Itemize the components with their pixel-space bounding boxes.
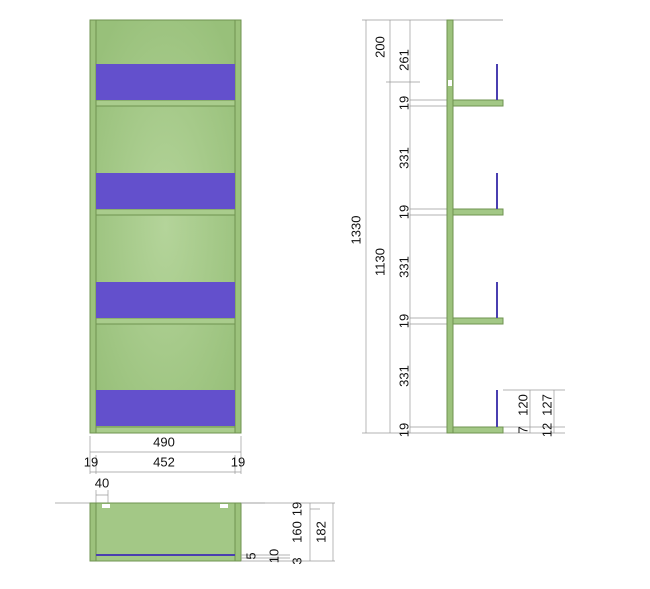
- dimension-label: 40: [95, 475, 109, 490]
- dimension-label: 7: [515, 426, 530, 433]
- dimension-label: 1330: [348, 216, 363, 245]
- dimension-label: 19: [84, 454, 98, 469]
- dimension-label: 10: [266, 549, 281, 563]
- top-view: [55, 490, 335, 562]
- dimension-label: 331: [396, 256, 411, 278]
- dimension-label: 120: [515, 394, 530, 416]
- dimension-label: 19: [396, 96, 411, 110]
- dimension-label: 182: [313, 521, 328, 543]
- dimension-label: 1130: [372, 248, 387, 276]
- dimension-label: 200: [372, 36, 387, 58]
- dimension-label: 452: [153, 454, 175, 469]
- dimension-label: 3: [289, 557, 304, 564]
- dimension-label: 19: [289, 502, 304, 516]
- dimension-label: 331: [396, 365, 411, 387]
- dimension-labels: 490 19 452 19 40 5 10 3 160 19 182 1330 1130 200 261 19…: [84, 36, 555, 564]
- dimension-label: 12: [539, 423, 554, 437]
- side-view: [362, 19, 565, 434]
- dimension-label: 19: [231, 454, 245, 469]
- dimension-label: 490: [153, 434, 175, 449]
- dimension-label: 261: [396, 49, 411, 71]
- dimension-label: 19: [396, 423, 411, 437]
- dimension-label: 127: [539, 394, 554, 416]
- dimension-label: 19: [396, 205, 411, 219]
- dimension-label: 5: [243, 552, 258, 559]
- dimension-label: 331: [396, 147, 411, 169]
- front-view: [89, 19, 242, 474]
- dimension-label: 160: [289, 521, 304, 543]
- dimension-label: 19: [396, 314, 411, 328]
